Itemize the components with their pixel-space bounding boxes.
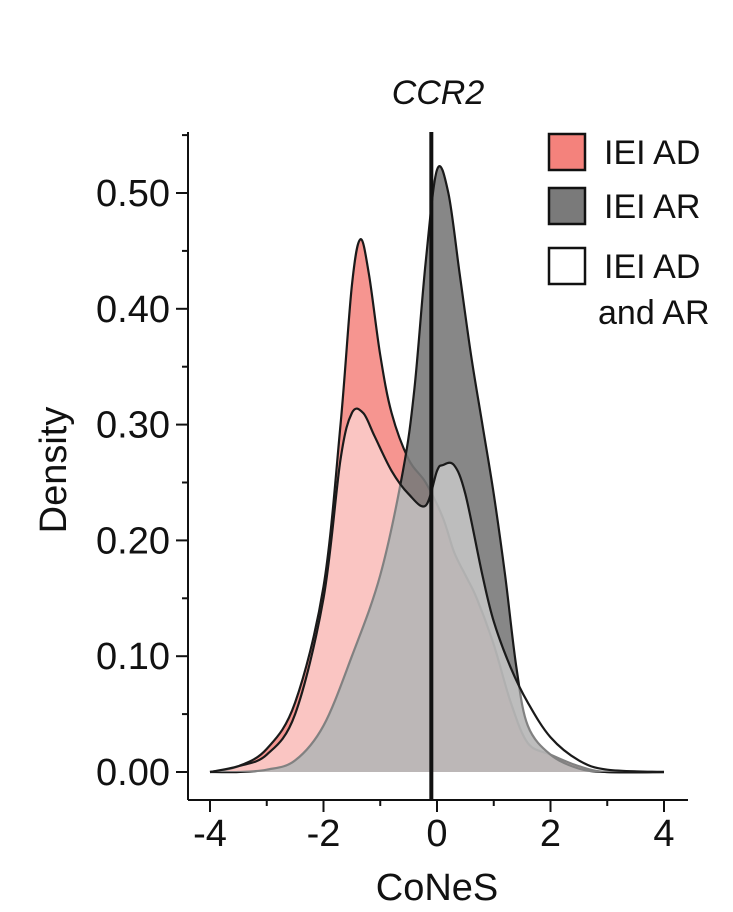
chart-title: CCR2	[392, 74, 485, 112]
density-area-iei-ad-and-ar	[210, 408, 664, 772]
y-tick-label: 0.50	[96, 173, 170, 215]
legend-swatch-iei-ad	[547, 132, 587, 172]
y-tick-label: 0.40	[96, 289, 170, 331]
y-tick-label: 0.20	[96, 520, 170, 562]
x-tick-label: 2	[540, 813, 561, 855]
x-tick-label: -2	[307, 813, 341, 855]
y-axis-title: Density	[33, 407, 75, 534]
y-tick-label: 0.00	[96, 752, 170, 794]
legend-swatch-iei-ar	[547, 186, 587, 226]
x-axis-title: CoNeS	[376, 867, 499, 909]
legend-swatch-iei-ad-and-ar	[547, 246, 587, 286]
density-curve-iei-ad-and-ar	[209, 407, 665, 774]
legend-label-iei-ad-and-ar: IEI AD and AR	[598, 248, 710, 332]
x-tick-label: 0	[426, 813, 447, 855]
y-axis-ticks: 0.00 0.10 0.20 0.30 0.40 0.50	[96, 134, 188, 794]
x-tick-label: 4	[653, 813, 674, 855]
y-tick-label: 0.30	[96, 405, 170, 447]
x-tick-label: -4	[193, 813, 227, 855]
y-tick-label: 0.10	[96, 636, 170, 678]
x-axis-ticks: -4 -2 0 2 4	[193, 800, 675, 855]
legend: IEI AD IEI AR IEI AD and AR	[547, 132, 710, 332]
legend-label-iei-ar: IEI AR	[604, 188, 700, 226]
density-areas	[209, 165, 665, 774]
density-curve-iei-ar	[209, 165, 665, 774]
legend-label-iei-ad: IEI AD	[604, 134, 700, 172]
